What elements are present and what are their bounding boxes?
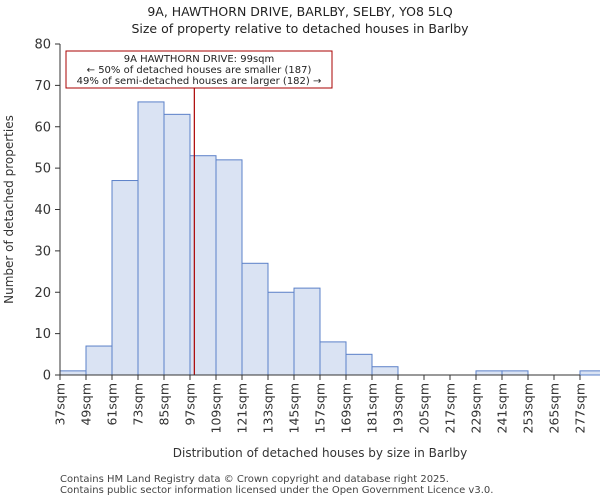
y-tick-label: 70 bbox=[34, 79, 51, 94]
histogram-bar bbox=[59, 370, 87, 376]
x-tick-label: 205sqm bbox=[417, 383, 432, 433]
annotation-line-2: ← 50% of detached houses are smaller (18… bbox=[87, 65, 312, 76]
y-tick-label: 0 bbox=[43, 369, 51, 384]
x-tick-label: 49sqm bbox=[79, 383, 94, 426]
histogram-bar bbox=[345, 353, 373, 376]
bars-group bbox=[59, 101, 600, 376]
x-tick-label: 85sqm bbox=[157, 383, 172, 426]
x-tick-label: 97sqm bbox=[183, 383, 198, 426]
footer-line-1: Contains HM Land Registry data © Crown c… bbox=[60, 474, 449, 485]
x-tick-label: 169sqm bbox=[339, 383, 354, 433]
chart-title: 9A, HAWTHORN DRIVE, BARLBY, SELBY, YO8 5… bbox=[147, 4, 453, 19]
y-axis-ticks: 0 10 20 30 40 50 60 70 80 bbox=[34, 38, 60, 384]
histogram-bar bbox=[137, 101, 165, 376]
histogram-bar bbox=[501, 370, 529, 376]
x-axis-ticks: 37sqm 49sqm 61sqm 73sqm 85sqm 97sqm 109sqm 121s… bbox=[53, 375, 588, 433]
y-tick-label: 30 bbox=[34, 244, 51, 259]
histogram-bar bbox=[579, 370, 600, 376]
histogram-bar bbox=[319, 341, 347, 376]
x-tick-label: 121sqm bbox=[235, 383, 250, 433]
x-tick-label: 229sqm bbox=[469, 383, 484, 433]
x-tick-label: 133sqm bbox=[261, 383, 276, 433]
x-tick-label: 37sqm bbox=[53, 383, 68, 426]
y-tick-label: 60 bbox=[34, 120, 51, 135]
y-tick-label: 10 bbox=[34, 327, 51, 342]
histogram-bar bbox=[267, 291, 295, 376]
histogram-bar bbox=[163, 113, 191, 376]
y-tick-label: 20 bbox=[34, 286, 51, 301]
x-tick-label: 109sqm bbox=[209, 383, 224, 433]
histogram-chart: 0 10 20 30 40 50 60 70 80 37sqm 49sqm 61sqm 73sqm 85… bbox=[2, 38, 600, 460]
histogram-bar bbox=[293, 287, 321, 376]
x-tick-label: 73sqm bbox=[131, 383, 146, 426]
x-tick-label: 157sqm bbox=[313, 383, 328, 433]
x-axis-label: Distribution of detached houses by size … bbox=[173, 446, 467, 460]
histogram-bar bbox=[111, 180, 139, 376]
x-tick-label: 265sqm bbox=[547, 383, 562, 433]
x-tick-label: 181sqm bbox=[365, 383, 380, 433]
histogram-bar bbox=[215, 159, 243, 376]
annotation-line-1: 9A HAWTHORN DRIVE: 99sqm bbox=[124, 54, 275, 65]
y-tick-label: 40 bbox=[34, 203, 51, 218]
annotation-line-3: 49% of semi-detached houses are larger (… bbox=[77, 76, 322, 87]
chart-subtitle: Size of property relative to detached ho… bbox=[131, 21, 469, 36]
histogram-bar bbox=[371, 366, 399, 376]
x-tick-label: 241sqm bbox=[495, 383, 510, 433]
y-tick-label: 80 bbox=[34, 38, 51, 53]
histogram-bar bbox=[475, 370, 503, 376]
footer-line-2: Contains public sector information licen… bbox=[60, 485, 494, 496]
x-tick-label: 253sqm bbox=[521, 383, 536, 433]
x-tick-label: 145sqm bbox=[287, 383, 302, 433]
histogram-bar bbox=[241, 262, 269, 376]
y-tick-label: 50 bbox=[34, 162, 51, 177]
x-tick-label: 217sqm bbox=[443, 383, 458, 433]
x-tick-label: 277sqm bbox=[573, 383, 588, 433]
histogram-bar bbox=[85, 345, 113, 376]
annotation-box bbox=[65, 50, 333, 89]
y-axis-label: Number of detached properties bbox=[2, 115, 16, 304]
x-tick-label: 61sqm bbox=[105, 383, 120, 426]
x-tick-label: 193sqm bbox=[391, 383, 406, 433]
